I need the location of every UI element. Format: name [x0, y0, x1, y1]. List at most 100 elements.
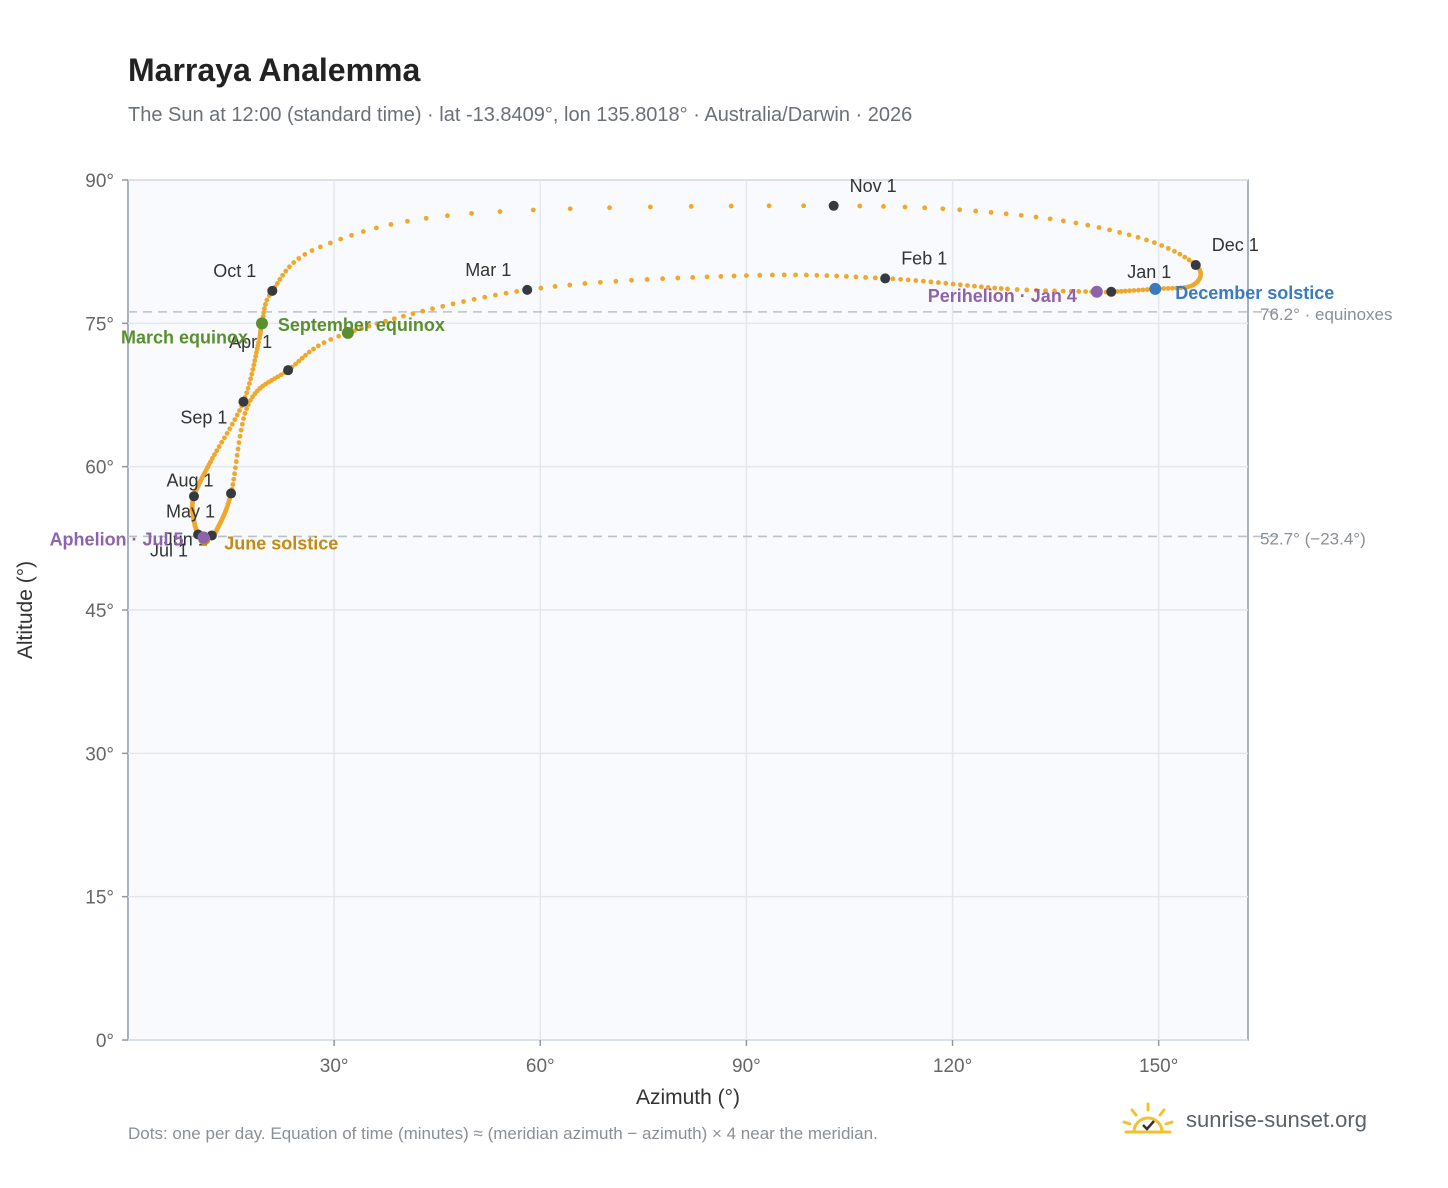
daily-sun-dot [401, 313, 406, 319]
daily-sun-dot [1144, 237, 1149, 243]
daily-sun-dot [613, 278, 619, 284]
daily-sun-dot [629, 277, 634, 283]
daily-sun-dot [567, 206, 573, 212]
daily-sun-dot [1177, 251, 1183, 257]
daily-sun-dot [405, 218, 410, 224]
daily-sun-dot [302, 251, 308, 257]
daily-sun-dot [824, 273, 830, 279]
event-label: Perihelion · Jan 4 [928, 286, 1077, 306]
month-marker-label: Feb 1 [901, 248, 947, 268]
daily-sun-dot [814, 272, 820, 278]
event-label: June solstice [224, 533, 338, 553]
daily-sun-dot [216, 444, 222, 449]
daily-sun-dot [1003, 211, 1009, 217]
daily-sun-dot [940, 206, 946, 212]
daily-sun-dot [1186, 257, 1192, 263]
daily-sun-dot [922, 205, 928, 211]
daily-sun-dot [853, 274, 859, 280]
daily-sun-dot [1043, 288, 1048, 294]
axes: 30° 60° 90° 120° 150° 0° 15° 30° 45° 60° 75° 90° [85, 171, 1178, 1077]
daily-sun-dot [1018, 212, 1024, 218]
daily-sun-dot [247, 398, 253, 403]
daily-sun-dot [450, 301, 456, 307]
daily-sun-dot [1135, 234, 1141, 240]
daily-sun-dot [327, 240, 333, 246]
month-marker-label: Apr 1 [229, 332, 272, 352]
daily-sun-dot [928, 279, 934, 285]
daily-sun-dot [675, 275, 681, 281]
month-marker [880, 273, 891, 284]
daily-sun-dot [607, 205, 612, 211]
daily-sun-dot [274, 281, 280, 286]
month-marker-label: Jul 1 [150, 541, 188, 561]
month-marker-label: May 1 [166, 501, 215, 521]
daily-sun-dot [647, 204, 653, 210]
daily-sun-dot [280, 272, 286, 278]
daily-sun-dot [303, 352, 308, 358]
y-tick-label: 45° [85, 601, 114, 622]
daily-sun-dot [374, 321, 380, 327]
month-marker [1190, 260, 1201, 271]
daily-sun-dot [234, 452, 240, 458]
daily-sun-dot [317, 244, 323, 250]
daily-sun-dot [1140, 287, 1146, 293]
daily-sun-dot [251, 362, 257, 368]
daily-sun-dot [366, 323, 372, 329]
x-tick-label: 60° [526, 1056, 555, 1077]
y-axis-label: Altitude (°) [14, 561, 37, 659]
daily-sun-dot [252, 358, 258, 364]
y-tick-label: 75° [85, 314, 114, 335]
daily-sun-dot [766, 203, 772, 209]
daily-sun-dot [1170, 285, 1175, 291]
daily-sun-dot [261, 310, 267, 316]
y-tick-label: 90° [85, 171, 114, 192]
daily-sun-dot [660, 276, 666, 282]
daily-sun-dot [1171, 248, 1177, 254]
daily-sun-dot [254, 350, 259, 355]
daily-sun-dot [1136, 287, 1141, 293]
daily-sun-dot [469, 211, 474, 216]
reference-lines: 76.2° · equinoxes 52.7° (−23.4°) [128, 305, 1393, 548]
event-markers: March equinox September equinox June solst… [50, 282, 1334, 553]
daily-sun-dot [744, 273, 749, 278]
daily-sun-dot [972, 283, 977, 289]
brand[interactable]: sunrise-sunset.org [1120, 1100, 1367, 1140]
daily-sun-dot [920, 278, 926, 284]
month-marker-label: Oct 1 [213, 261, 256, 281]
month-marker [1106, 286, 1117, 297]
brand-name: sunrise-sunset.org [1186, 1107, 1367, 1132]
daily-sun-dot [905, 277, 911, 283]
daily-sun-dot [1107, 227, 1112, 233]
daily-sun-dot [239, 421, 245, 427]
daily-sun-dot [1151, 240, 1157, 246]
event-marker [1149, 282, 1162, 295]
daily-sun-dot [445, 213, 450, 219]
month-marker-label: Aug 1 [166, 470, 213, 490]
daily-sun-dot [597, 279, 603, 285]
daily-sun-dot [803, 272, 809, 278]
daily-sun-dot [291, 260, 297, 265]
x-tick-label: 120° [933, 1056, 972, 1077]
daily-sun-dot [690, 274, 696, 280]
daily-sun-dot [231, 476, 237, 482]
daily-sun-dot [261, 306, 267, 312]
daily-sun-dot [235, 446, 241, 452]
daily-sun-dot [248, 376, 254, 382]
daily-sun-dot [262, 302, 268, 307]
daily-sun-dot [704, 274, 710, 280]
daily-sun-dot [482, 294, 488, 300]
y-tick-label: 30° [85, 744, 114, 765]
daily-sun-dot [212, 452, 217, 458]
daily-sun-dot [277, 276, 283, 282]
event-label: Aphelion · Jul 5 [50, 529, 184, 549]
daily-sun-dot [757, 272, 763, 278]
daily-sun-dot [1085, 222, 1091, 228]
daily-sun-dot [233, 465, 238, 471]
month-marker-label: Nov 1 [850, 176, 897, 196]
month-marker [188, 491, 199, 502]
daily-sun-dot [863, 274, 868, 280]
daily-sun-dot [227, 426, 233, 432]
daily-sun-dot [264, 297, 270, 303]
daily-sun-dot [781, 272, 787, 278]
